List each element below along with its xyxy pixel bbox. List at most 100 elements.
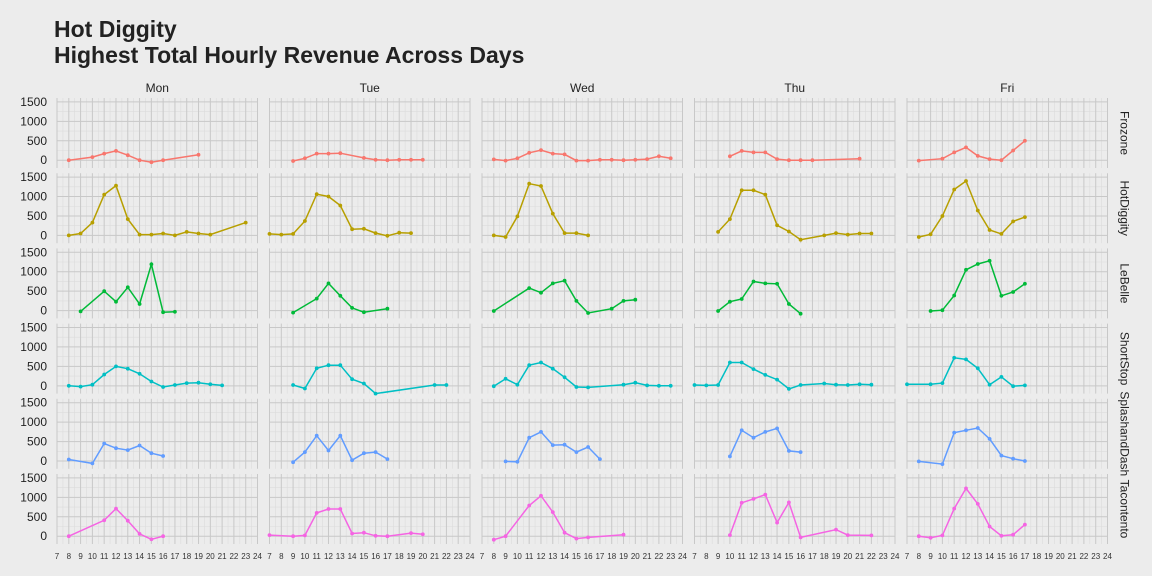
data-point	[550, 443, 555, 447]
data-point	[491, 384, 496, 389]
x-tick-label: 24	[253, 552, 262, 561]
data-point	[409, 231, 413, 236]
x-tick-label: 21	[643, 552, 652, 561]
series-line-hotdiggity-mon	[68, 184, 246, 237]
panel-grid: Mon Tue Wed Thu Fri050010001500Frozone050010…	[20, 81, 1131, 561]
data-point	[362, 226, 366, 231]
data-point	[869, 533, 874, 538]
series-line-lebelle-wed	[493, 279, 636, 314]
data-point	[845, 383, 850, 387]
x-tick-label: 12	[324, 552, 333, 561]
data-point	[491, 157, 496, 162]
data-point	[586, 158, 590, 163]
data-point	[550, 281, 555, 286]
panel-shortstop-thu	[692, 323, 896, 394]
data-point	[787, 500, 791, 505]
x-tick-label: 20	[206, 552, 215, 561]
data-point	[161, 158, 166, 163]
x-tick-label: 14	[348, 552, 357, 561]
x-tick-label: 13	[548, 552, 557, 561]
data-point	[491, 309, 496, 313]
data-point	[975, 208, 980, 213]
x-tick-label: 9	[78, 552, 83, 561]
data-point	[586, 535, 590, 540]
strip-label-frozone: Frozone	[1118, 111, 1132, 155]
data-point	[1011, 148, 1015, 153]
x-tick-label: 10	[725, 552, 734, 561]
data-point	[515, 156, 520, 161]
data-point	[539, 290, 543, 295]
data-point	[161, 534, 166, 539]
data-point	[539, 184, 543, 188]
data-point	[291, 232, 295, 236]
data-point	[940, 214, 945, 218]
data-point	[137, 443, 142, 448]
data-point	[161, 454, 166, 458]
data-point	[90, 155, 95, 160]
data-point	[598, 457, 602, 461]
x-tick-label: 18	[395, 552, 404, 561]
data-point	[987, 157, 992, 162]
x-tick-label: 7	[905, 552, 910, 561]
data-point	[716, 230, 720, 234]
data-point	[952, 430, 957, 435]
data-point	[645, 383, 649, 388]
data-point	[905, 382, 909, 387]
data-point	[964, 267, 968, 272]
data-point	[326, 151, 331, 156]
x-tick-label: 7	[55, 552, 60, 561]
data-point	[314, 192, 319, 197]
y-tick-label: 1000	[20, 490, 47, 504]
x-tick-label: 21	[855, 552, 864, 561]
y-tick-label: 0	[40, 529, 47, 543]
data-point	[775, 426, 779, 431]
data-point	[409, 157, 413, 162]
data-point	[857, 382, 862, 387]
data-point	[397, 157, 402, 162]
x-tick-label: 8	[67, 552, 72, 561]
panel-tacontento-fri	[906, 474, 1108, 544]
data-point	[303, 450, 307, 454]
x-tick-label: 11	[313, 552, 322, 561]
data-point	[751, 367, 756, 371]
panel-splashanddash-wed	[481, 398, 683, 469]
strip-label-lebelle: LeBelle	[1118, 263, 1132, 303]
data-point	[539, 360, 543, 365]
x-tick-label: 13	[761, 552, 770, 561]
x-tick-label: 13	[123, 552, 132, 561]
data-point	[763, 492, 768, 497]
data-point	[574, 231, 579, 236]
series-line-frozone-wed	[493, 149, 671, 162]
data-point	[362, 310, 366, 315]
data-point	[503, 534, 508, 539]
data-point	[444, 383, 449, 387]
series-line-shortstop-fri	[907, 356, 1025, 387]
data-point	[503, 376, 508, 381]
data-point	[303, 533, 307, 538]
data-point	[763, 430, 768, 434]
data-point	[114, 183, 118, 188]
panel-shortstop-fri	[905, 323, 1108, 394]
x-tick-label: 14	[985, 552, 994, 561]
x-tick-label: 14	[560, 552, 569, 561]
x-tick-label: 11	[100, 552, 109, 561]
x-tick-label: 24	[678, 552, 687, 561]
data-point	[350, 531, 354, 536]
x-tick-label: 15	[147, 552, 156, 561]
data-point	[940, 308, 945, 313]
data-point	[149, 537, 154, 542]
x-tick-label: 18	[1032, 552, 1041, 561]
chart-subtitle: Highest Total Hourly Revenue Across Days	[54, 42, 524, 68]
x-tick-label: 19	[407, 552, 416, 561]
y-tick-label: 1500	[20, 170, 47, 184]
data-point	[137, 371, 142, 376]
data-point	[208, 232, 213, 237]
panel-lebelle-fri	[906, 248, 1108, 319]
data-point	[787, 387, 791, 391]
data-point	[291, 460, 295, 465]
data-point	[338, 363, 343, 368]
panel-hotdiggity-tue	[267, 173, 471, 244]
data-point	[964, 179, 968, 183]
x-tick-label: 23	[1091, 552, 1100, 561]
data-point	[527, 363, 532, 368]
